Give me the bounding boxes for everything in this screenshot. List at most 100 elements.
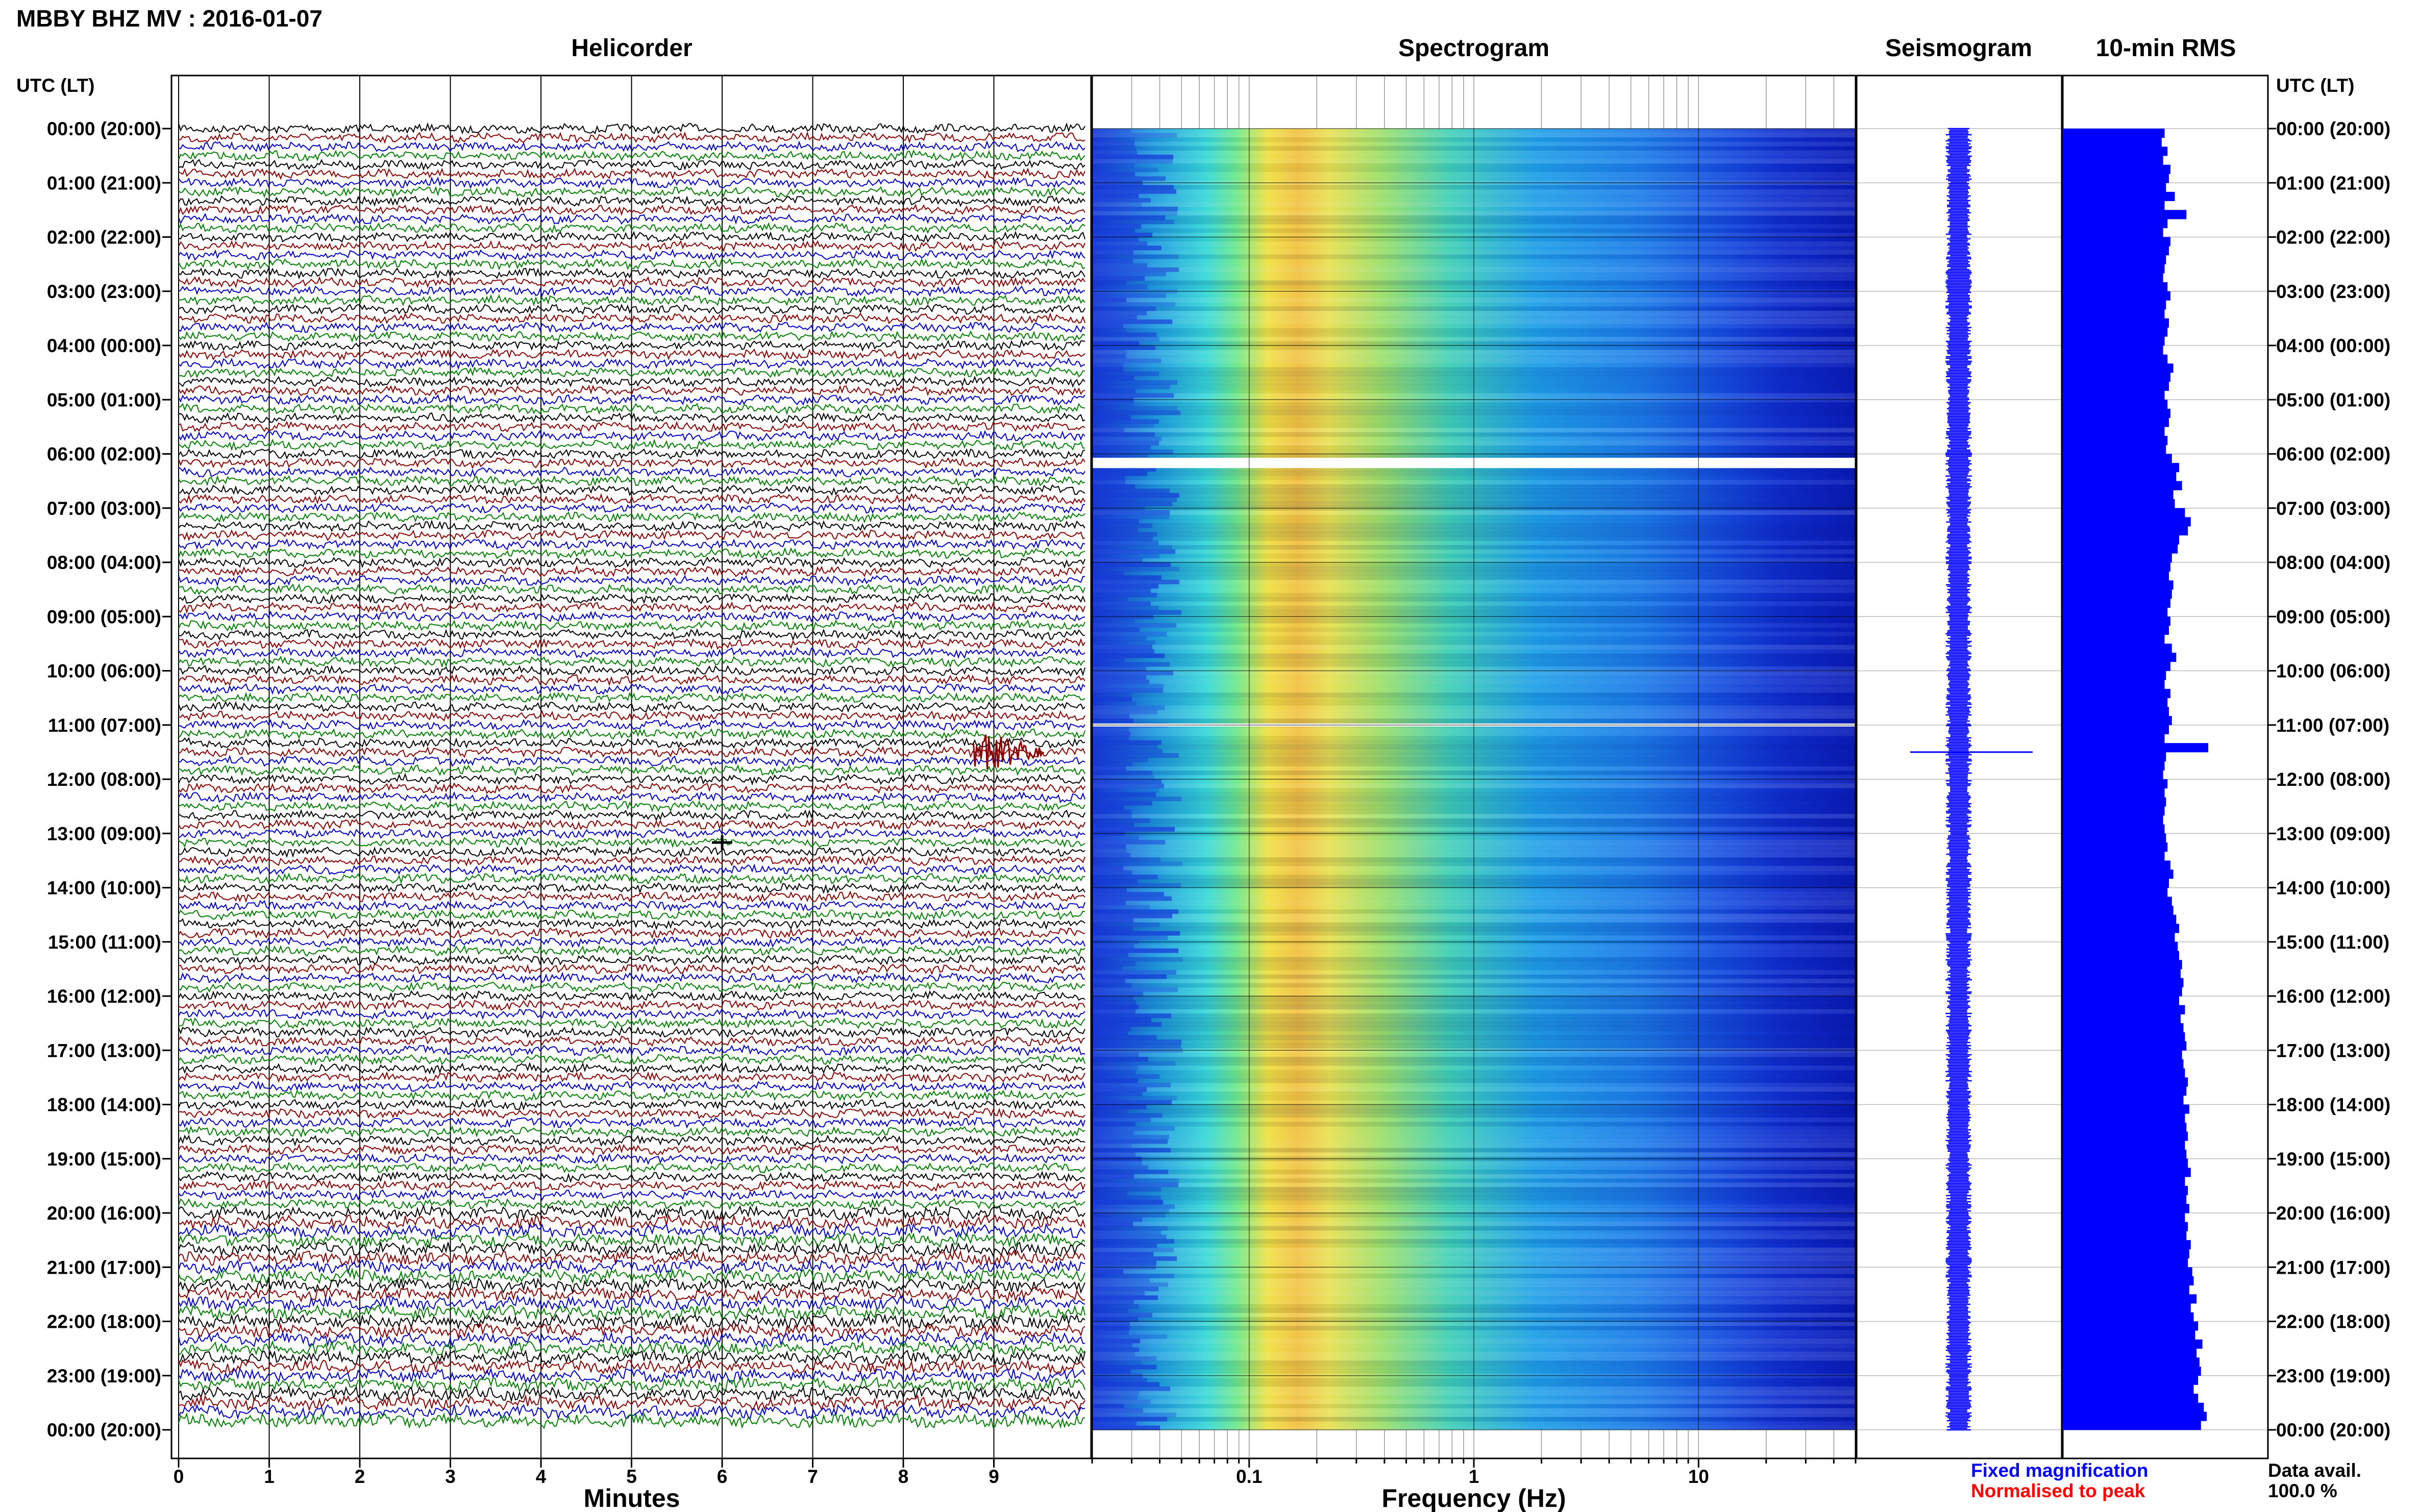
spectrogram-lowfreq-cell xyxy=(1092,788,1159,793)
helicorder-trace xyxy=(178,909,1085,921)
spectrogram-lowfreq-cell xyxy=(1092,298,1126,303)
helicorder-trace xyxy=(178,927,1085,939)
hour-label-left: 11:00 (07:00) xyxy=(48,715,161,736)
helicorder-trace xyxy=(178,131,1085,144)
spectrogram-lowfreq-cell xyxy=(1092,1252,1153,1257)
spectrogram-lowfreq-cell xyxy=(1092,341,1139,346)
helicorder-trace xyxy=(178,1107,1085,1120)
spectrogram-lowfreq-cell xyxy=(1092,658,1125,663)
helicorder-trace xyxy=(178,1277,1085,1295)
helicorder-trace xyxy=(178,935,1085,948)
spectrogram-lowfreq-cell xyxy=(1092,935,1168,940)
hour-label-left: 08:00 (04:00) xyxy=(47,552,161,573)
rms-bar xyxy=(2063,734,2165,743)
spectrogram-lowfreq-cell xyxy=(1092,167,1158,172)
hour-label-right: 06:00 (02:00) xyxy=(2276,444,2390,465)
spectrogram-lowfreq-cell xyxy=(1092,263,1147,268)
hour-label-left: 05:00 (01:00) xyxy=(47,389,161,410)
hour-label-right: 00:00 (20:00) xyxy=(2276,118,2390,139)
spectrogram-lowfreq-cell xyxy=(1092,970,1176,975)
spectrogram-lowfreq-cell xyxy=(1092,293,1166,299)
helicorder-trace xyxy=(178,511,1085,524)
seismogram-trace xyxy=(1910,128,2033,1431)
spectrogram-lowfreq-cell xyxy=(1092,809,1131,814)
rms-bar xyxy=(2063,472,2177,482)
helicorder-trace xyxy=(178,519,1085,533)
helicorder-trace xyxy=(178,212,1085,225)
spectrogram-lowfreq-cell xyxy=(1092,536,1153,541)
spectrogram-lowfreq-cell xyxy=(1092,875,1158,880)
spectrogram-lowfreq-cell xyxy=(1092,1243,1157,1248)
rms-bar xyxy=(2063,1258,2188,1268)
helicorder-trace xyxy=(178,1061,1085,1075)
spectrogram-lowfreq-cell xyxy=(1092,718,1133,724)
rms-bar xyxy=(2063,607,2168,617)
spectrogram-lowfreq-cell xyxy=(1092,1399,1151,1404)
spectrogram-lowfreq-cell xyxy=(1092,467,1156,472)
rms-bar xyxy=(2063,345,2163,355)
spectrogram-lowfreq-cell xyxy=(1092,436,1162,441)
rms-bar xyxy=(2063,354,2168,364)
spectrogram-lowfreq-cell xyxy=(1092,892,1164,897)
spectrogram-lowfreq-cell xyxy=(1092,818,1150,823)
rms-bar xyxy=(2063,960,2182,970)
spectrogram-lowfreq-cell xyxy=(1092,814,1132,819)
spectrogram-lowfreq-cell xyxy=(1092,549,1175,554)
rms-bar xyxy=(2063,688,2170,699)
spectrogram-lowfreq-cell xyxy=(1092,419,1159,424)
rms-bar xyxy=(2063,1303,2191,1313)
helicorder-trace xyxy=(178,194,1085,207)
rms-bar xyxy=(2063,698,2168,707)
hour-label-right: 15:00 (11:00) xyxy=(2276,932,2389,953)
helicorder-trace xyxy=(178,836,1085,849)
rms-title: 10-min RMS xyxy=(2096,35,2236,62)
rms-bar xyxy=(2063,336,2165,346)
spectrogram-lowfreq-cell xyxy=(1092,1161,1142,1166)
rms-bar xyxy=(2063,490,2174,500)
minute-tick-label: 3 xyxy=(445,1466,456,1487)
spectrogram-lowfreq-cell xyxy=(1092,254,1178,259)
rms-bar xyxy=(2063,517,2191,527)
rms-bar xyxy=(2063,815,2163,825)
spectrogram-lowfreq-cell xyxy=(1092,575,1162,580)
helicorder-trace xyxy=(178,981,1085,993)
frequency-tick-label: 10 xyxy=(1688,1466,1709,1487)
hour-label-right: 08:00 (04:00) xyxy=(2276,552,2390,573)
hour-label-right: 16:00 (12:00) xyxy=(2276,986,2390,1007)
spectrogram-lowfreq-cell xyxy=(1092,484,1135,489)
rms-bar xyxy=(2063,1357,2200,1367)
rms-bar xyxy=(2063,842,2168,852)
minute-tick-label: 6 xyxy=(717,1466,728,1487)
spectrogram-lowfreq-cell xyxy=(1092,241,1147,246)
rms-bar xyxy=(2063,1213,2185,1223)
hour-label-left: 09:00 (05:00) xyxy=(47,606,161,627)
rms-bar xyxy=(2063,400,2168,409)
rms-bar xyxy=(2063,887,2168,897)
spectrogram-lowfreq-cell xyxy=(1092,502,1172,507)
spectrogram-lowfreq-cell xyxy=(1092,1100,1172,1105)
spectrogram-lowfreq-cell xyxy=(1092,745,1157,750)
spectrogram-lowfreq-cell xyxy=(1092,363,1123,368)
spectrogram-lowfreq-cell xyxy=(1092,1421,1137,1426)
helicorder-trace xyxy=(178,167,1085,180)
spectrogram-lowfreq-cell xyxy=(1092,606,1158,611)
spectrogram-lowfreq-cell xyxy=(1092,1260,1156,1266)
helicorder-title: Helicorder xyxy=(571,35,692,62)
rms-bar xyxy=(2063,1249,2189,1258)
helicorder-trace xyxy=(178,881,1085,895)
hour-label-right: 20:00 (16:00) xyxy=(2276,1203,2390,1224)
spectrogram-lowfreq-cell xyxy=(1092,705,1165,710)
hour-label-left: 17:00 (13:00) xyxy=(47,1040,161,1061)
frequency-tick-label: 0.1 xyxy=(1236,1466,1262,1487)
minute-tick-label: 1 xyxy=(264,1466,275,1487)
spectrogram-lowfreq-cell xyxy=(1092,271,1166,277)
helicorder-trace xyxy=(178,303,1085,315)
rms-bar xyxy=(2063,463,2179,473)
spectrogram-lowfreq-cell xyxy=(1092,883,1181,888)
helicorder-trace xyxy=(178,900,1085,912)
helicorder-grid xyxy=(178,76,995,1458)
data-avail-value: 100.0 % xyxy=(2268,1480,2337,1501)
rms-bar xyxy=(2063,1384,2194,1394)
rms-bar xyxy=(2063,1267,2192,1277)
rms-bar xyxy=(2063,707,2169,716)
